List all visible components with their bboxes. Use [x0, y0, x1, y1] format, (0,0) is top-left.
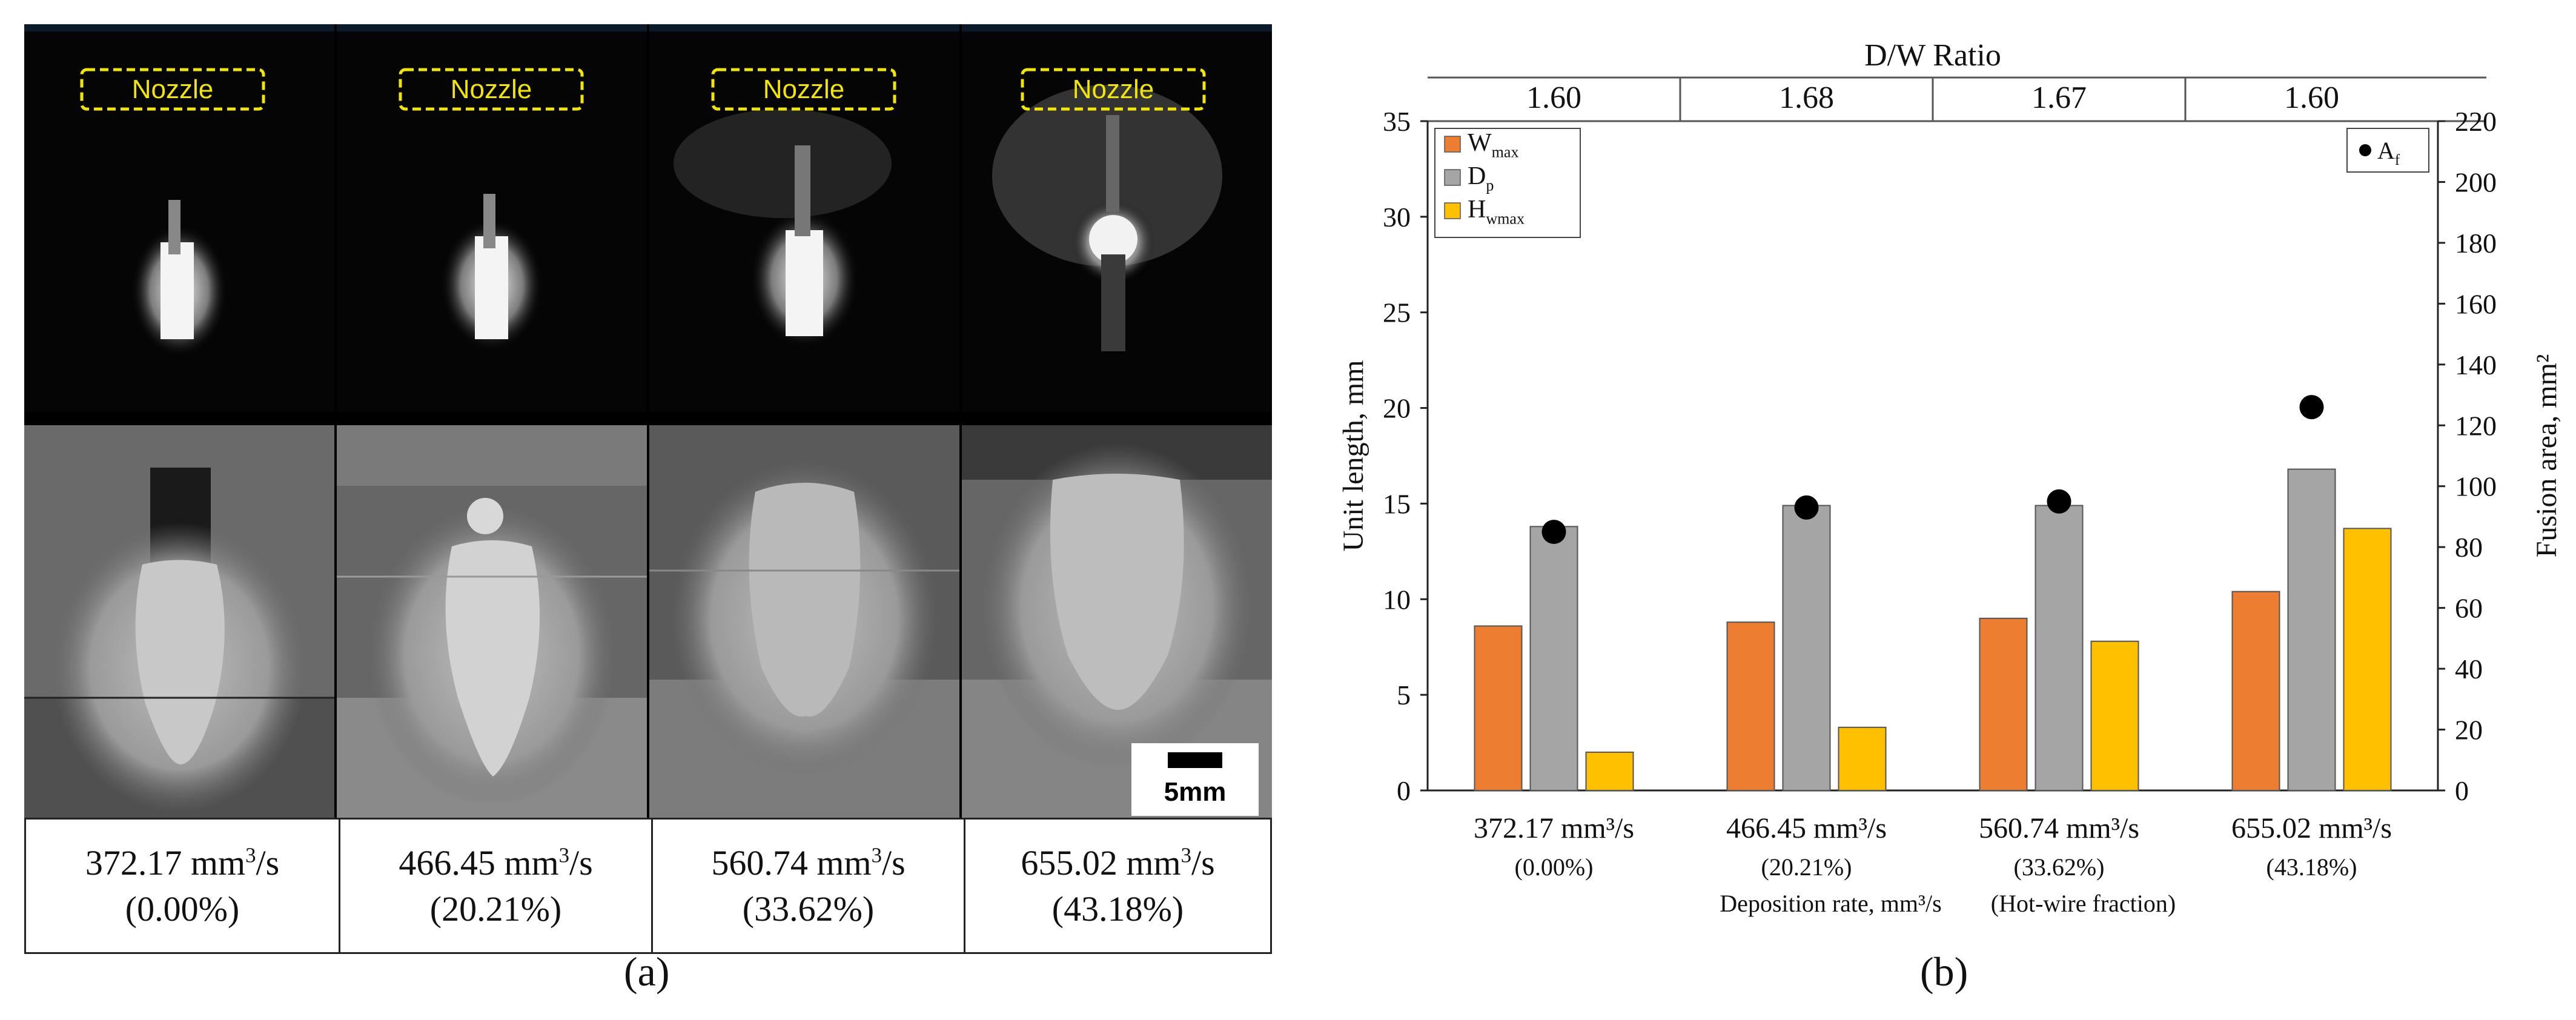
y2-tick-label: 200: [2455, 167, 2497, 197]
y-axis-label: Unit length, mm: [1337, 360, 1369, 552]
panel-a-label: (a): [624, 949, 670, 995]
bar-d-p: [1529, 526, 1578, 791]
caption-cell-2: 466.45 mm3/s (20.21%): [339, 820, 651, 952]
arc-image-1: Nozzle: [24, 24, 334, 412]
legend-swatch-h: [1444, 202, 1461, 219]
photo-column-3: Nozzle: [649, 24, 959, 818]
bar-w-max: [2231, 591, 2280, 792]
y2-axis-label: Fusion area, mm²: [2531, 354, 2563, 558]
bar-h-wmax: [1838, 726, 1887, 792]
x-tick-sublabel: (33.62%): [2014, 853, 2105, 881]
x-axis-label-secondary: (Hot-wire fraction): [1991, 890, 2176, 917]
dw-ratio-title: D/W Ratio: [1864, 38, 2001, 73]
weld-photo-grid: Nozzle: [24, 24, 1272, 818]
x-tick-sublabel: (43.18%): [2266, 853, 2357, 881]
x-tick-sublabel: (0.00%): [1515, 853, 1594, 881]
bar-w-max: [1726, 621, 1775, 791]
nozzle-label: Nozzle: [1073, 75, 1154, 104]
arc-image-3: Nozzle: [649, 24, 959, 412]
legend-swatch-d: [1444, 169, 1461, 186]
fusion-area-point: [2299, 395, 2324, 420]
caption-cell-4: 655.02 mm3/s (43.18%): [964, 820, 1270, 952]
cross-section-image-1: [24, 425, 334, 818]
cross-section-image-3: [649, 425, 959, 818]
y-tick-label: 15: [1383, 488, 1411, 519]
bar-chart: D/W Ratio 1.60 1.68 1.67 1.60 0 5 10 15 20 25 30 35 0…: [1337, 38, 2563, 917]
nozzle-label: Nozzle: [763, 75, 845, 104]
y-tick-label: 5: [1397, 680, 1411, 710]
y-tick-label: 25: [1383, 297, 1411, 328]
panel-a: Nozzle: [24, 24, 1272, 954]
y2-tick-label: 220: [2455, 106, 2497, 137]
x-tick-label: 372.17 mm³/s: [1474, 812, 1634, 844]
bar-d-p: [1782, 505, 1831, 791]
scale-bar-label: 5mm: [1164, 777, 1227, 807]
y2-tick-label: 180: [2455, 228, 2497, 259]
nozzle-label: Nozzle: [132, 75, 214, 104]
bar-h-wmax: [2090, 640, 2139, 791]
arc-image-2: Nozzle: [337, 24, 647, 412]
x-tick-label: 560.74 mm³/s: [1979, 812, 2139, 844]
bar-d-p: [2035, 505, 2084, 791]
y2-tick-label: 60: [2455, 593, 2483, 624]
dw-ratio-value: 1.60: [2284, 81, 2339, 115]
bar-h-wmax: [1585, 751, 1634, 792]
caption-cell-1: 372.17 mm3/s (0.00%): [85, 843, 280, 929]
legend-label-w: Wmax: [1468, 129, 1518, 161]
x-tick-label: 466.45 mm³/s: [1726, 812, 1887, 844]
x-axis-label: Deposition rate, mm³/s: [1720, 890, 1941, 917]
dw-ratio-value: 1.67: [2031, 81, 2087, 115]
y-tick-label: 10: [1383, 584, 1411, 615]
fusion-area-point: [1541, 520, 1566, 545]
legend-label-h: Hwmax: [1468, 196, 1525, 228]
y2-tick-label: 20: [2455, 715, 2483, 746]
fusion-area-point: [1794, 495, 1819, 520]
dw-ratio-value: 1.60: [1526, 81, 1581, 115]
caption-table: 372.17 mm3/s (0.00%) 466.45 mm3/s (20.21…: [24, 818, 1272, 954]
y-tick-label: 20: [1383, 393, 1411, 424]
panel-b-chart: D/W Ratio 1.60 1.68 1.67 1.60 0 5 10 15 20 25 30 35 0…: [1320, 0, 2576, 1020]
cross-section-image-4: 5mm: [962, 425, 1272, 818]
legend-label-af: Af: [2377, 137, 2400, 168]
x-tick-sublabel: (20.21%): [1761, 853, 1852, 881]
panel-b-label: (b): [1920, 949, 1968, 995]
legend-label-d: Dp: [1468, 162, 1494, 194]
photo-column-2: Nozzle: [337, 24, 647, 818]
y-tick-label: 35: [1383, 106, 1411, 137]
legend-swatch-af: [2359, 144, 2371, 156]
x-tick-label: 655.02 mm³/s: [2231, 812, 2392, 844]
y2-tick-label: 120: [2455, 410, 2497, 441]
y2-tick-label: 40: [2455, 654, 2483, 684]
y-tick-label: 0: [1397, 775, 1411, 806]
dw-ratio-value: 1.68: [1779, 81, 1834, 115]
legend-swatch-w: [1444, 136, 1461, 153]
arc-image-4: Nozzle: [962, 24, 1272, 412]
bar-h-wmax: [2343, 528, 2392, 791]
photo-column-1: Nozzle: [24, 24, 334, 818]
y-tick-label: 30: [1383, 202, 1411, 233]
nozzle-label: Nozzle: [451, 75, 532, 104]
y2-tick-label: 80: [2455, 532, 2483, 563]
y2-tick-label: 100: [2455, 471, 2497, 502]
bar-d-p: [2287, 468, 2336, 791]
bar-w-max: [1979, 617, 2028, 791]
y2-tick-label: 0: [2455, 775, 2469, 806]
caption-cell-3: 560.74 mm3/s (33.62%): [651, 820, 964, 952]
cross-section-image-2: [337, 425, 647, 818]
y2-tick-label: 160: [2455, 288, 2497, 319]
bar-w-max: [1474, 625, 1523, 791]
photo-column-4: Nozzle 5mm: [962, 24, 1272, 818]
fusion-area-point: [2047, 489, 2071, 514]
y2-tick-label: 140: [2455, 349, 2497, 380]
